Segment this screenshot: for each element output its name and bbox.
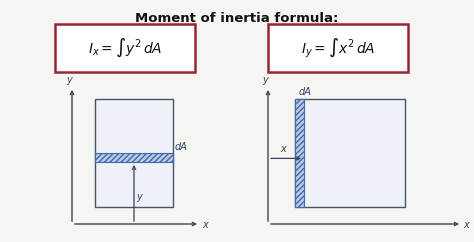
Bar — [268, 24, 408, 72]
Text: x: x — [202, 220, 208, 230]
Text: x: x — [281, 144, 286, 154]
Text: dA: dA — [175, 142, 188, 152]
Text: $I_x = \int y^2\, dA$: $I_x = \int y^2\, dA$ — [88, 37, 162, 59]
Text: Moment of inertia formula:: Moment of inertia formula: — [135, 12, 339, 25]
Text: y: y — [66, 75, 72, 85]
Bar — [55, 24, 195, 72]
Text: dA: dA — [298, 87, 311, 97]
Text: y: y — [136, 192, 142, 202]
Bar — [295, 99, 304, 207]
Text: y: y — [262, 75, 268, 85]
Bar — [95, 99, 173, 207]
Bar — [295, 99, 405, 207]
Text: x: x — [463, 220, 469, 230]
Text: $I_y = \int x^2\, dA$: $I_y = \int x^2\, dA$ — [301, 37, 375, 59]
Bar — [95, 153, 173, 162]
